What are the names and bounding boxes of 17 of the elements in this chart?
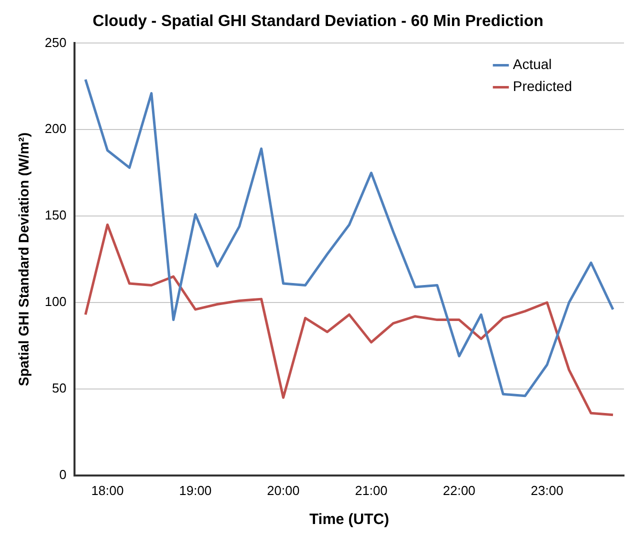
chart-title: Cloudy - Spatial GHI Standard Deviation - 60 Min Prediction — [92, 13, 544, 30]
x-tick-label: 21:00 — [354, 482, 388, 498]
x-tick-label: 23:00 — [530, 482, 564, 498]
y-tick-label: 250 — [44, 34, 66, 50]
y-tick-label: 100 — [44, 294, 66, 310]
x-axis-title: Time (UTC) — [309, 511, 390, 528]
x-tick-label: 22:00 — [442, 482, 476, 498]
legend-label: Actual — [512, 56, 552, 72]
x-tick-label: 20:00 — [267, 482, 300, 498]
y-tick-label: 0 — [59, 466, 66, 482]
legend-label: Predicted — [512, 78, 572, 94]
x-tick-label: 18:00 — [91, 482, 124, 498]
y-tick-label: 200 — [44, 121, 66, 136]
y-axis-title: Spatial GHI Standard Deviation (W/m²) — [15, 132, 32, 386]
x-tick-label: 19:00 — [179, 482, 212, 498]
y-tick-label: 50 — [52, 380, 66, 396]
y-tick-label: 150 — [44, 208, 66, 223]
